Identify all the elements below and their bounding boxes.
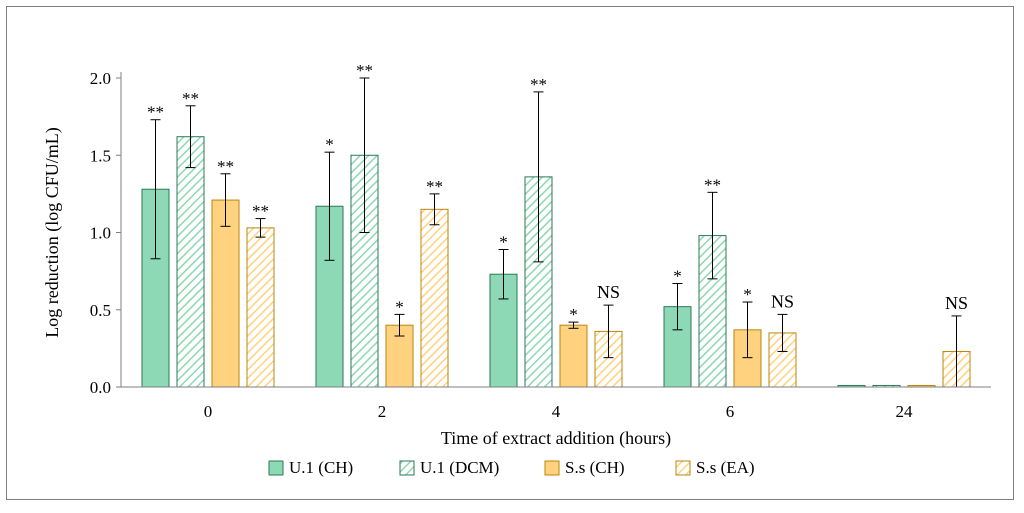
y-axis-title: Log reduction (log CFU/mL): [42, 127, 63, 337]
significance-label: **: [252, 202, 269, 221]
bar: [420, 208, 449, 388]
legend-label: U.1 (DCM): [420, 458, 499, 477]
significance-label: **: [704, 175, 721, 194]
y-tick-label: 0.5: [90, 301, 111, 320]
significance-label: *: [743, 285, 752, 304]
legend-label: U.1 (CH): [289, 458, 353, 477]
x-tick-label: 0: [204, 402, 213, 421]
significance-label: NS: [597, 282, 620, 302]
significance-label: **: [426, 177, 443, 196]
x-tick-label: 2: [378, 402, 387, 421]
bar: [211, 199, 240, 388]
significance-label: *: [325, 135, 334, 154]
x-tick-label: 6: [726, 402, 735, 421]
bar-chart: 0.00.51.01.52.00 2 4 6 24 ******************…: [42, 61, 991, 477]
significance-label: **: [217, 157, 234, 176]
y-tick-label: 1.5: [90, 146, 111, 165]
significance-label: **: [530, 75, 547, 94]
significance-label: *: [569, 305, 578, 324]
legend-swatch: [544, 460, 560, 476]
y-tick-label: 0.0: [90, 378, 111, 397]
significance-label: **: [356, 61, 373, 80]
x-tick-label: 24: [896, 402, 914, 421]
significance-label: *: [673, 266, 682, 285]
chart-frame: 0.0 0.5 1.0 1.5 2.0 0 2 4 6 24 ** ** ** ** * ** * ** * ** *…: [6, 6, 1014, 500]
legend-swatch: [268, 460, 284, 476]
x-tick-label: 4: [552, 402, 561, 421]
significance-label: *: [395, 297, 404, 316]
bar: [246, 227, 275, 388]
significance-label: *: [499, 232, 508, 251]
legend-swatch: [675, 460, 691, 476]
significance-label: NS: [771, 291, 794, 311]
legend-label: S.s (CH): [565, 458, 625, 477]
y-tick-label: 1.0: [90, 224, 111, 243]
significance-label: **: [147, 103, 164, 122]
bar: [176, 136, 205, 388]
legend-label: S.s (EA): [696, 458, 755, 477]
legend-swatch: [399, 460, 415, 476]
bar: [559, 324, 588, 388]
significance-label: NS: [945, 293, 968, 313]
x-axis-title: Time of extract addition (hours): [441, 428, 671, 449]
y-tick-label: 2.0: [90, 69, 111, 88]
significance-label: **: [182, 89, 199, 108]
